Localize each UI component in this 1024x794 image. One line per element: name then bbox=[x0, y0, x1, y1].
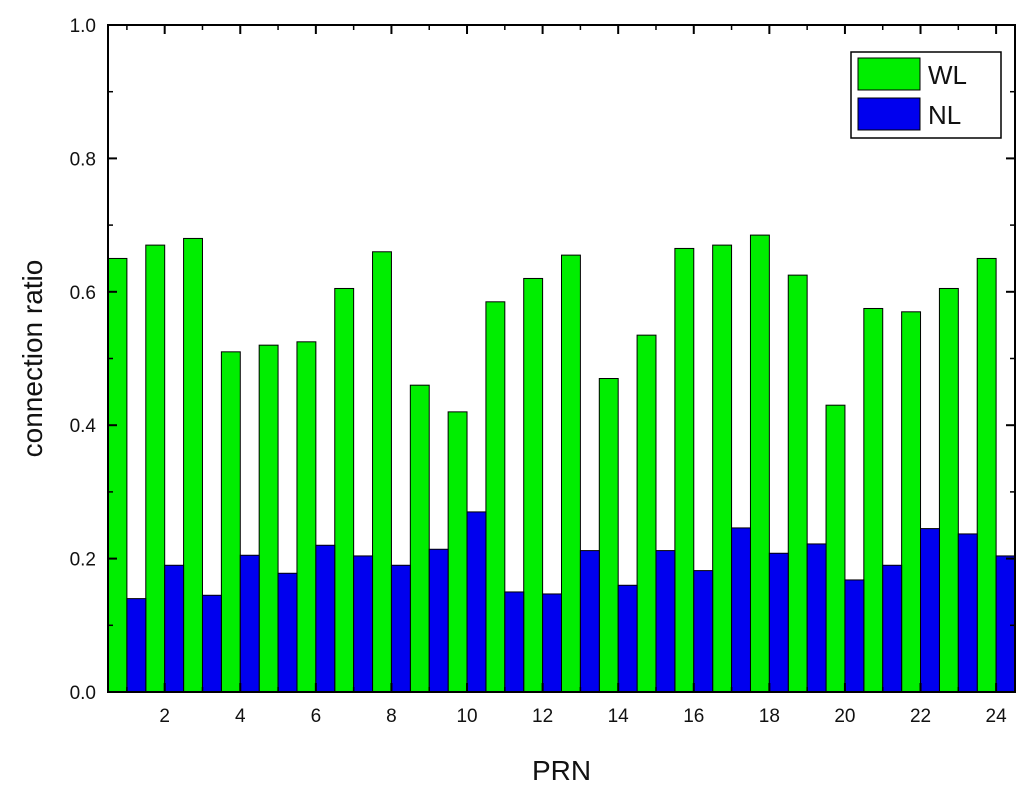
bar-wl-19 bbox=[787, 274, 808, 693]
legend-swatch-nl bbox=[857, 97, 921, 131]
bar-nl-10 bbox=[466, 511, 487, 693]
x-tick-label: 18 bbox=[759, 706, 780, 727]
bar-wl-11 bbox=[485, 301, 506, 693]
y-tick-label: 0.8 bbox=[70, 149, 96, 170]
x-axis-title: PRN bbox=[532, 755, 591, 786]
bar-nl-2 bbox=[164, 564, 185, 693]
bar-nl-8 bbox=[390, 564, 411, 693]
bar-wl-1 bbox=[107, 257, 128, 693]
x-tick-label: 4 bbox=[235, 706, 246, 727]
bar-nl-19 bbox=[806, 543, 827, 693]
bar-wl-13 bbox=[561, 254, 581, 693]
x-tick-label: 22 bbox=[910, 706, 931, 727]
bar-nl-5 bbox=[277, 572, 298, 693]
bar-wl-17 bbox=[712, 244, 733, 693]
bar-wl-18 bbox=[749, 234, 770, 693]
x-tick-label: 8 bbox=[386, 706, 397, 727]
x-tick-label: 24 bbox=[986, 706, 1008, 727]
bar-wl-5 bbox=[258, 344, 279, 693]
bar-wl-9 bbox=[409, 384, 430, 693]
legend-label-wl: WL bbox=[928, 60, 967, 90]
bars-layer bbox=[107, 234, 1016, 693]
bar-wl-16 bbox=[674, 247, 695, 693]
bar-wl-8 bbox=[372, 251, 392, 693]
bar-nl-1 bbox=[126, 598, 147, 693]
x-axis: 2 4 6 8 10 12 14 16 18 20 22 24 bbox=[126, 25, 1008, 727]
bar-nl-22 bbox=[920, 528, 940, 693]
bar-wl-4 bbox=[220, 351, 241, 693]
bar-nl-23 bbox=[957, 533, 978, 693]
bar-nl-6 bbox=[315, 544, 336, 693]
y-tick-label: 0.0 bbox=[70, 683, 96, 704]
bar-nl-11 bbox=[504, 591, 525, 693]
x-tick-label: 6 bbox=[311, 706, 322, 727]
bar-wl-21 bbox=[863, 307, 884, 693]
bar-nl-15 bbox=[655, 550, 676, 693]
bar-nl-14 bbox=[617, 584, 638, 693]
bar-nl-9 bbox=[428, 548, 449, 693]
bar-wl-12 bbox=[523, 277, 544, 693]
legend-swatch-wl bbox=[857, 57, 921, 91]
x-tick-label: 14 bbox=[608, 706, 630, 727]
bar-wl-24 bbox=[976, 257, 997, 693]
bar-nl-21 bbox=[882, 564, 903, 693]
bar-wl-6 bbox=[296, 341, 317, 693]
y-tick-label: 0.2 bbox=[70, 550, 96, 571]
y-tick-label: 0.6 bbox=[70, 283, 96, 304]
bar-wl-22 bbox=[901, 311, 922, 693]
bar-nl-24 bbox=[995, 555, 1016, 693]
bar-wl-20 bbox=[825, 404, 846, 693]
bar-nl-17 bbox=[731, 527, 751, 693]
x-tick-label: 2 bbox=[159, 706, 170, 727]
x-tick-label: 20 bbox=[834, 706, 855, 727]
y-axis-title: connection ratio bbox=[17, 260, 48, 458]
bar-nl-3 bbox=[201, 594, 222, 693]
y-tick-label: 0.4 bbox=[70, 416, 97, 437]
bar-nl-7 bbox=[353, 555, 374, 693]
bar-wl-14 bbox=[598, 378, 619, 693]
bar-wl-3 bbox=[183, 237, 203, 693]
x-tick-label: 10 bbox=[456, 706, 477, 727]
bar-nl-13 bbox=[579, 550, 600, 693]
bar-wl-15 bbox=[636, 334, 657, 693]
bar-wl-23 bbox=[938, 287, 959, 693]
bar-nl-20 bbox=[844, 579, 865, 693]
bar-wl-7 bbox=[334, 287, 355, 693]
x-tick-label: 12 bbox=[532, 706, 553, 727]
bar-nl-12 bbox=[542, 593, 562, 693]
bar-nl-18 bbox=[768, 552, 789, 693]
y-axis: 0.0 0.2 0.4 0.6 0.8 1.0 bbox=[70, 16, 1015, 704]
y-tick-label: 1.0 bbox=[70, 16, 96, 37]
x-tick-label: 16 bbox=[683, 706, 704, 727]
legend-label-nl: NL bbox=[928, 100, 961, 130]
legend: WL NL bbox=[850, 51, 1002, 139]
bar-nl-16 bbox=[693, 570, 714, 693]
bar-nl-4 bbox=[239, 554, 260, 693]
bar-wl-10 bbox=[447, 411, 468, 693]
bar-wl-2 bbox=[145, 244, 166, 693]
